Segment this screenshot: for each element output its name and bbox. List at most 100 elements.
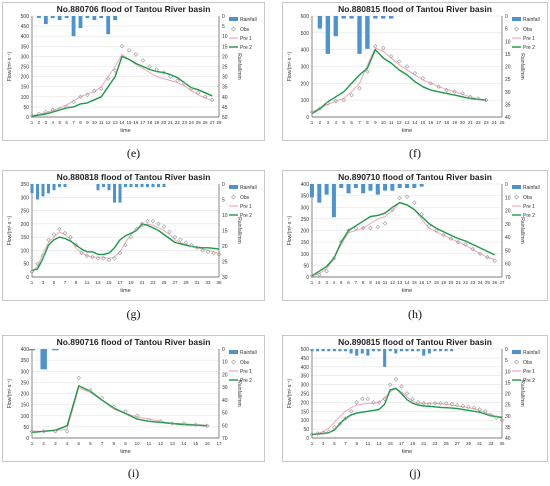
y-tick-label: 250: [21, 65, 30, 71]
rainfall-bar: [317, 16, 323, 29]
y-tick-label: 100: [301, 252, 310, 258]
x-tick-label: 8: [366, 120, 369, 125]
y2-tick-label: 60: [505, 262, 511, 268]
obs-point: [200, 248, 205, 253]
y-tick-label: 100: [21, 414, 30, 420]
y-tick-label: 100: [301, 418, 310, 424]
obs-point: [368, 225, 373, 231]
obs-point: [381, 45, 386, 51]
obs-point: [463, 242, 468, 247]
obs-point: [427, 401, 432, 407]
x-tick-label: 7: [358, 120, 361, 125]
obs-point: [195, 90, 201, 95]
obs-point: [331, 256, 337, 261]
rainfall-bar: [422, 349, 426, 356]
obs-point: [128, 234, 134, 240]
obs-point: [309, 273, 315, 279]
obs-point: [140, 58, 146, 63]
y-tick-label: 0: [26, 115, 29, 121]
y-axis-label: Flow/(m³·s⁻¹): [287, 215, 293, 245]
y-tick-label: 150: [21, 403, 30, 409]
obs-point: [57, 106, 62, 112]
chart-panel: (e) No.880706 flood of Tantou River basin…: [2, 2, 265, 162]
obs-point: [29, 429, 35, 434]
pre1-line: [31, 53, 213, 117]
obs-point: [325, 101, 331, 106]
obs-point: [154, 67, 159, 72]
obs-point: [382, 396, 387, 402]
x-axis-label: time: [402, 288, 412, 294]
y2-tick-label: 40: [505, 235, 511, 241]
x-tick-label: 6: [350, 120, 353, 125]
obs-point: [99, 395, 105, 401]
x-tick-label: 13: [113, 120, 119, 125]
x-tick-label: 8: [79, 120, 82, 125]
x-tick-label: 7: [101, 441, 104, 446]
obs-point: [36, 111, 42, 117]
y2-axis-label: Rainfall/mm: [236, 53, 242, 79]
x-tick-label: 9: [75, 280, 78, 285]
y2-axis-label: Rainfall/mm: [519, 380, 525, 406]
rainfall-bar: [162, 184, 166, 188]
pre1-line: [311, 202, 495, 277]
legend-label-obs: Obs: [240, 195, 250, 201]
obs-point: [134, 226, 139, 232]
x-tick-label: 11: [389, 120, 394, 125]
y2-tick-label: 50: [222, 411, 228, 417]
chart-panel: (j) No.890815 flood of Tantou River basin…: [282, 335, 548, 482]
y2-axis-label: Rainfall/mm: [519, 217, 525, 243]
rainfall-bar: [339, 184, 344, 188]
x-tick-label: 8: [113, 441, 116, 446]
obs-point: [412, 71, 418, 76]
obs-point: [205, 249, 211, 254]
y2-tick-label: 40: [222, 398, 228, 404]
chart-frame: [2, 2, 265, 141]
rainfall-bar: [309, 184, 315, 198]
obs-point: [105, 76, 111, 81]
obs-point: [333, 98, 338, 104]
x-tick-label: 28: [216, 120, 222, 125]
chart-title: No.880818 flood of Tantou River basin: [57, 172, 211, 182]
rainfall-bar: [450, 349, 454, 352]
x-tick-label: 12: [397, 120, 403, 125]
y2-tick-label: 0: [505, 14, 508, 20]
x-tick-label: 21: [421, 441, 427, 446]
legend-swatch-obs: [231, 26, 236, 32]
obs-point: [168, 74, 173, 79]
obs-point: [51, 232, 57, 237]
x-tick-label: 9: [124, 441, 127, 446]
rainfall-bar: [383, 184, 388, 191]
legend-swatch-obs: [514, 359, 519, 365]
rainfall-bar: [333, 16, 338, 37]
y-tick-label: 300: [21, 195, 30, 201]
rainfall-bar: [416, 349, 420, 352]
obs-point: [360, 396, 365, 402]
obs-point: [133, 52, 139, 57]
legend-label-pre1: Pre 1: [523, 36, 535, 42]
y2-tick-label: 10: [505, 369, 511, 375]
pre1-line: [311, 47, 487, 113]
y-tick-label: 400: [301, 182, 310, 188]
obs-point: [73, 242, 79, 248]
x-tick-label: 5: [77, 441, 80, 446]
rainfall-bar: [64, 16, 69, 19]
obs-point: [382, 221, 388, 226]
rainfall-bar: [355, 349, 359, 356]
rainfall-bar: [324, 184, 329, 195]
y2-tick-label: 45: [222, 105, 228, 111]
obs-point: [172, 234, 178, 240]
legend-label-obs: Obs: [240, 27, 250, 33]
x-tick-label: 19: [410, 441, 416, 446]
legend-label-obs: Obs: [523, 195, 533, 201]
obs-point: [499, 417, 505, 423]
rainfall-bar: [349, 349, 353, 354]
y2-tick-label: 35: [505, 102, 511, 108]
x-tick-label: 23: [484, 120, 490, 125]
rainfall-bar: [405, 349, 409, 352]
rainfall-bar: [134, 184, 139, 188]
chart-svg: No.880818 flood of Tantou River basin050…: [7, 172, 257, 294]
obs-point: [477, 407, 482, 412]
x-tick-label: 11: [366, 441, 371, 446]
x-tick-label: 18: [444, 120, 450, 125]
rainfall-bar: [388, 16, 394, 19]
